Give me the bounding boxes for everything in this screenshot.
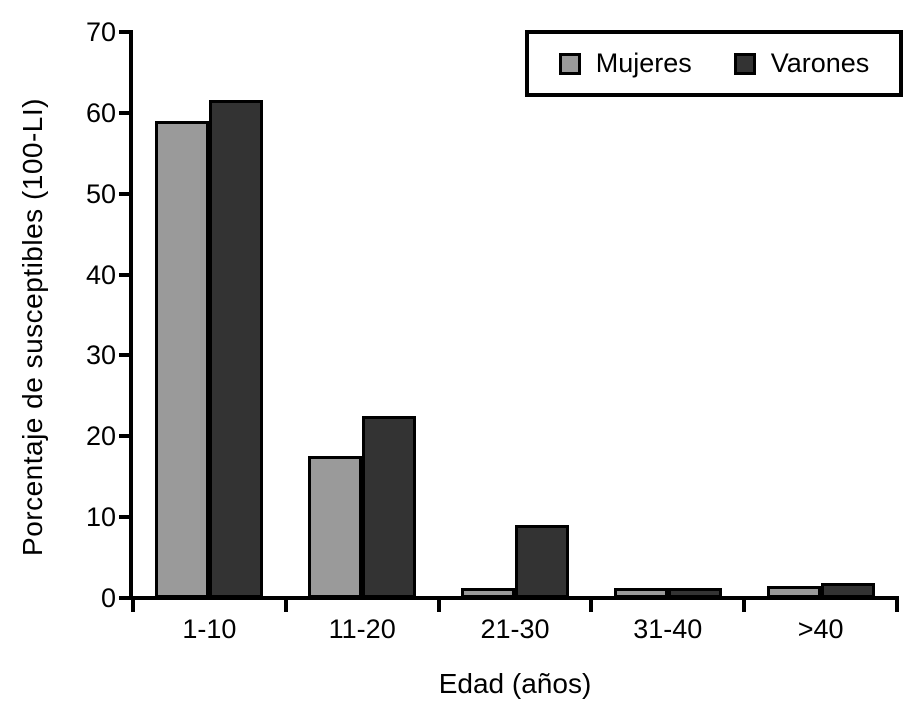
legend-swatch-varones bbox=[733, 52, 756, 75]
x-axis-line bbox=[129, 596, 899, 600]
legend-label: Varones bbox=[770, 48, 870, 78]
y-axis-line bbox=[129, 30, 133, 600]
x-tick bbox=[131, 598, 135, 612]
y-tick bbox=[119, 515, 133, 520]
y-tick bbox=[119, 191, 133, 196]
y-tick bbox=[119, 434, 133, 439]
bar-varones-11-20 bbox=[362, 416, 416, 598]
x-category-label: 1-10 bbox=[182, 614, 237, 644]
y-tick-label: 40 bbox=[85, 259, 116, 290]
x-category-label: >40 bbox=[797, 614, 844, 644]
x-category-label: 21-30 bbox=[480, 614, 550, 644]
y-tick-label: 10 bbox=[85, 502, 116, 533]
y-tick-label: 20 bbox=[85, 421, 116, 452]
bar-mujeres-1-10 bbox=[155, 121, 209, 598]
x-category-label: 11-20 bbox=[328, 614, 396, 644]
bar-varones-1-10 bbox=[209, 100, 263, 598]
y-tick bbox=[119, 272, 133, 277]
y-tick bbox=[119, 30, 133, 34]
bar-varones-21-30 bbox=[515, 525, 569, 598]
y-tick bbox=[119, 353, 133, 358]
x-tick bbox=[589, 598, 594, 612]
bar-varones-31-40 bbox=[668, 588, 722, 598]
bar-mujeres-31-40 bbox=[614, 588, 668, 598]
legend: Mujeres Varones bbox=[525, 30, 903, 97]
y-tick bbox=[119, 596, 133, 600]
x-tick bbox=[283, 598, 288, 612]
y-tick-label: 60 bbox=[85, 97, 116, 128]
y-tick-label: 50 bbox=[85, 178, 116, 209]
x-tick bbox=[742, 598, 747, 612]
bar-varones->40 bbox=[821, 583, 875, 598]
bar-mujeres->40 bbox=[767, 586, 821, 598]
bar-mujeres-21-30 bbox=[461, 588, 515, 598]
x-tick bbox=[895, 598, 899, 612]
legend-swatch-mujeres bbox=[558, 52, 581, 75]
y-tick-label: 70 bbox=[85, 17, 116, 47]
y-tick-label: 0 bbox=[100, 583, 116, 613]
y-axis-title: Porcentaje de susceptibles (100-LI) bbox=[17, 98, 48, 556]
legend-item-varones: Varones bbox=[733, 48, 870, 78]
x-tick bbox=[436, 598, 441, 612]
y-tick bbox=[119, 110, 133, 115]
x-category-label: 31-40 bbox=[633, 614, 703, 644]
bar-mujeres-11-20 bbox=[308, 456, 362, 598]
y-tick-label: 30 bbox=[85, 340, 116, 371]
legend-item-mujeres: Mujeres bbox=[558, 48, 692, 78]
legend-label: Mujeres bbox=[595, 48, 692, 78]
x-axis-title: Edad (años) bbox=[438, 668, 592, 699]
